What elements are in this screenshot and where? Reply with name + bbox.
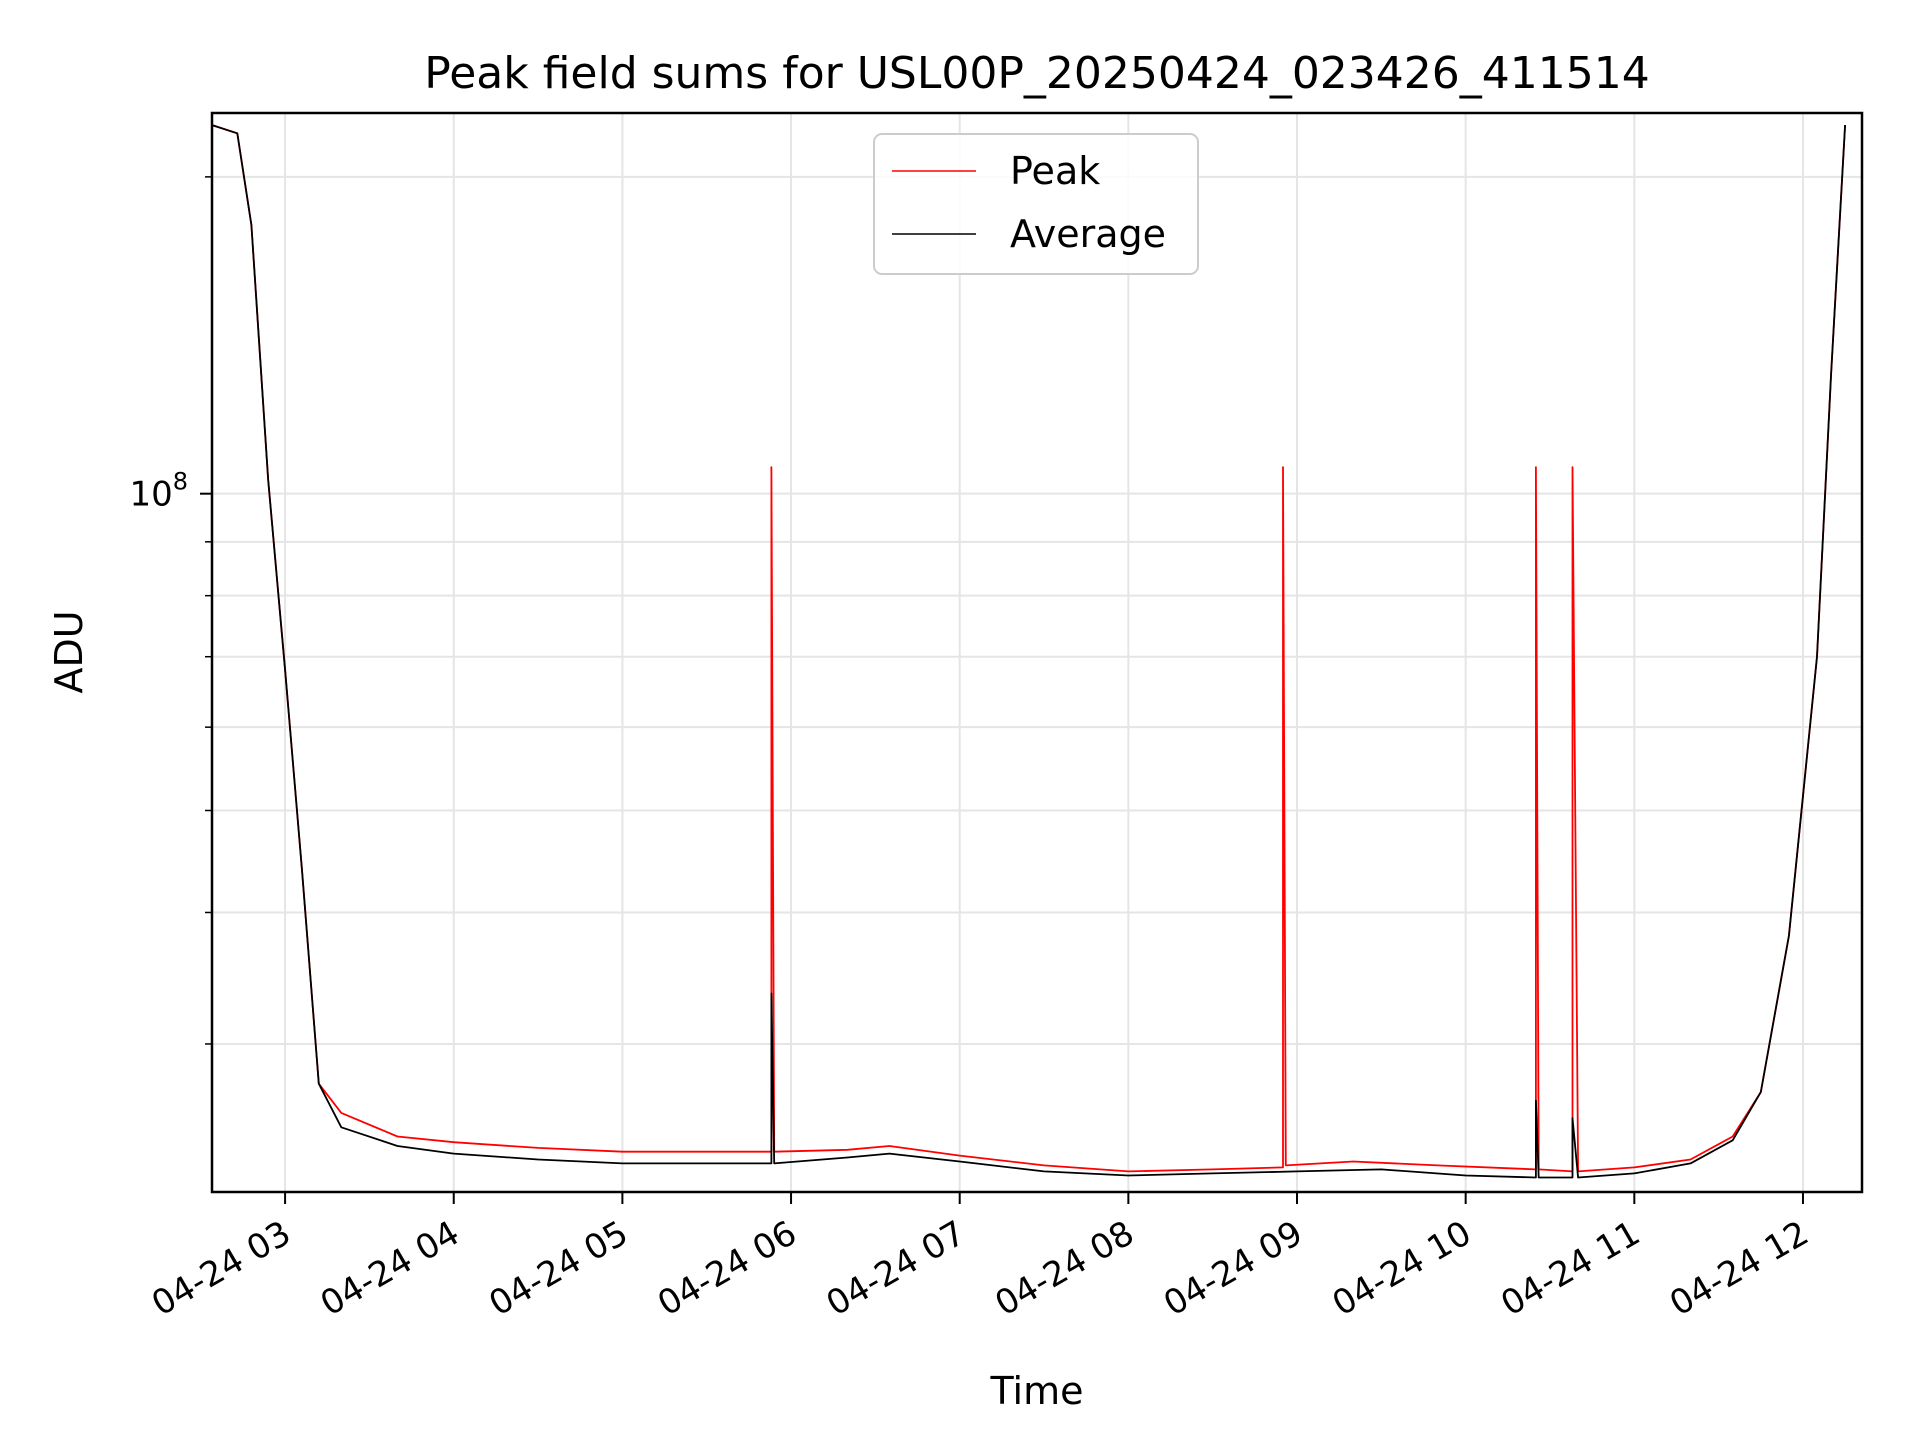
x-axis-label: Time: [990, 1369, 1084, 1413]
legend-label-peak: Peak: [1010, 149, 1100, 193]
series-line-peak: [211, 124, 1846, 1173]
series-line-average: [211, 124, 1846, 1179]
chart-title: Peak field sums for USL00P_20250424_0234…: [424, 48, 1650, 99]
legend-label-average: Average: [1010, 212, 1166, 256]
legend: Peak Average: [873, 133, 1199, 275]
y-axis-label: ADU: [47, 610, 91, 693]
grid-layer: [212, 113, 1862, 1192]
plot-frame: [210, 111, 1864, 1194]
series-layer: [211, 124, 1846, 1179]
legend-box: [873, 133, 1199, 275]
